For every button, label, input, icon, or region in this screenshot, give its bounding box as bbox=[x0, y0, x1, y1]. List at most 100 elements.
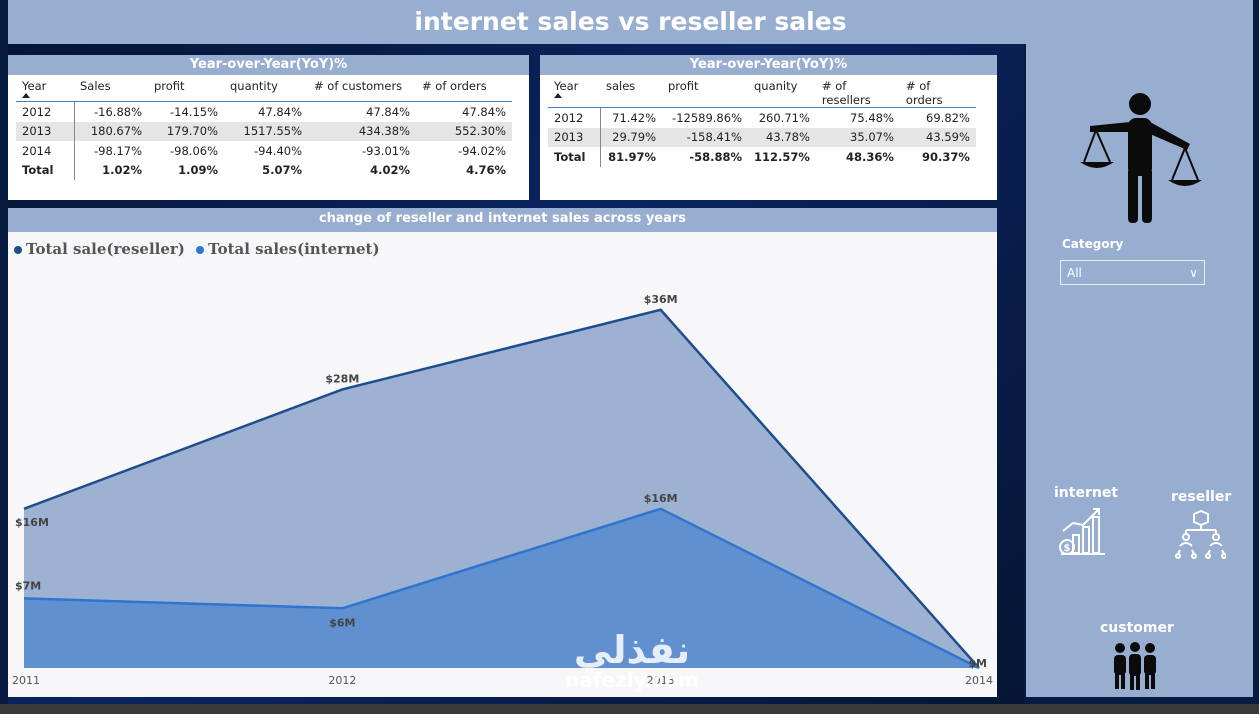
cell: Total bbox=[16, 160, 75, 180]
x-tick-label: 2014 bbox=[965, 674, 993, 687]
column-header-profit[interactable]: profit bbox=[148, 79, 224, 102]
legend-item-internet[interactable]: Total sales(internet) bbox=[196, 240, 380, 258]
cell: 71.42% bbox=[612, 110, 656, 125]
data-label: $7M bbox=[15, 579, 41, 592]
column-header-profit[interactable]: profit bbox=[662, 79, 748, 108]
table-row[interactable]: 2013 180.67% 179.70% 1517.55% 434.38% 55… bbox=[16, 121, 512, 141]
column-header-sales[interactable]: sales bbox=[600, 79, 662, 108]
chevron-down-icon: ∨ bbox=[1189, 266, 1198, 280]
cell: 2012 bbox=[16, 101, 75, 122]
legend-item-reseller[interactable]: Total sale(reseller) bbox=[14, 240, 185, 258]
growth-chart-money-icon[interactable]: $ bbox=[1057, 505, 1109, 557]
series-line-reseller[interactable] bbox=[23, 308, 980, 669]
cell: -98.17% bbox=[94, 143, 142, 158]
table-row[interactable]: 2014 -98.17% -98.06% -94.40% -93.01% -94… bbox=[16, 141, 512, 161]
bottom-strip bbox=[0, 704, 1259, 714]
area-chart[interactable]: $16M $28M $36M $7M $6M $16M $M 2011 2012 2013 2014 bbox=[8, 208, 997, 697]
reseller-label: reseller bbox=[1171, 489, 1232, 505]
cell: 29.79% bbox=[600, 127, 662, 147]
column-header-quantity[interactable]: quanity bbox=[748, 79, 816, 108]
customer-group-icon[interactable] bbox=[1112, 642, 1158, 690]
cell: 48.36% bbox=[846, 149, 894, 164]
x-tick-label: 2013 bbox=[647, 674, 675, 687]
cell: -93.01% bbox=[362, 143, 410, 158]
internet-yoy-table: Year Sales profit quantity # of customer… bbox=[16, 79, 512, 180]
chart-legend: Total sale(reseller) Total sales(interne… bbox=[14, 240, 386, 258]
cell: 552.30% bbox=[416, 121, 512, 141]
distribution-network-icon[interactable] bbox=[1174, 510, 1226, 560]
cell: 43.78% bbox=[748, 127, 816, 147]
category-filter-dropdown[interactable]: All ∨ bbox=[1060, 260, 1205, 285]
page-title: internet sales vs reseller sales bbox=[8, 0, 1253, 44]
series-line-internet[interactable] bbox=[23, 507, 980, 670]
legend-label-internet: Total sales(internet) bbox=[208, 240, 380, 258]
svg-text:$: $ bbox=[1064, 543, 1071, 554]
cell: 69.82% bbox=[926, 110, 970, 125]
cell: -158.41% bbox=[662, 127, 748, 147]
reseller-yoy-table: Year sales profit quanity # of resellers… bbox=[548, 79, 976, 167]
column-header-customers[interactable]: # of customers bbox=[308, 79, 416, 102]
x-tick-label: 2011 bbox=[12, 674, 40, 687]
column-header-sales[interactable]: Sales bbox=[74, 79, 148, 102]
cell: 2013 bbox=[548, 127, 601, 147]
table-row[interactable]: 2012 71.42% -12589.86% 260.71% 75.48% 69… bbox=[548, 107, 976, 128]
cell: 4.76% bbox=[466, 163, 506, 178]
area-fill-internet bbox=[24, 508, 979, 668]
sort-ascending-icon bbox=[554, 93, 562, 98]
cell: 179.70% bbox=[148, 121, 224, 141]
sort-ascending-icon bbox=[22, 93, 30, 98]
internet-label: internet bbox=[1054, 485, 1119, 501]
cell: -16.88% bbox=[94, 104, 142, 119]
cell: 180.67% bbox=[74, 121, 148, 141]
cell: 75.48% bbox=[850, 110, 894, 125]
watermark-latin: nafezly.com bbox=[565, 668, 699, 692]
reseller-yoy-table-title: Year-over-Year(YoY)% bbox=[540, 55, 997, 75]
cell: 43.59% bbox=[899, 127, 976, 147]
column-header-resellers[interactable]: # of resellers bbox=[815, 79, 900, 108]
cell: -94.02% bbox=[458, 143, 506, 158]
cell: 434.38% bbox=[308, 121, 416, 141]
data-label: $M bbox=[968, 657, 987, 670]
column-header-orders[interactable]: # of orders bbox=[416, 79, 512, 102]
cell: 2012 bbox=[548, 107, 601, 128]
legend-dot-reseller bbox=[14, 246, 22, 254]
data-label: $16M bbox=[15, 516, 49, 529]
cell: 90.37% bbox=[922, 149, 970, 164]
watermark: نفذلي nafezly.com bbox=[552, 630, 712, 690]
cell: 47.84% bbox=[462, 104, 506, 119]
category-filter-value: All bbox=[1067, 266, 1082, 280]
data-label: $28M bbox=[325, 372, 359, 385]
data-label: $16M bbox=[644, 492, 678, 505]
cell: 112.57% bbox=[754, 149, 810, 164]
cell: -58.88% bbox=[689, 149, 742, 164]
reseller-yoy-table-panel: Year-over-Year(YoY)% Year sales profit q… bbox=[540, 55, 997, 200]
watermark-arabic: نفذلي bbox=[573, 628, 691, 672]
cell: 81.97% bbox=[608, 149, 656, 164]
cell: 260.71% bbox=[758, 110, 810, 125]
x-tick-label: 2012 bbox=[328, 674, 356, 687]
legend-dot-internet bbox=[196, 246, 205, 254]
column-header-year[interactable]: Year bbox=[548, 79, 600, 108]
data-label: $36M bbox=[644, 293, 678, 306]
cell: 47.84% bbox=[366, 104, 410, 119]
cell: -12589.86% bbox=[672, 110, 742, 125]
table-row[interactable]: 2013 29.79% -158.41% 43.78% 35.07% 43.59… bbox=[548, 127, 976, 147]
table-total-row: Total 1.02% 1.09% 5.07% 4.02% 4.76% bbox=[16, 160, 512, 180]
cell: -98.06% bbox=[170, 143, 218, 158]
column-header-orders[interactable]: # of orders bbox=[899, 79, 976, 108]
internet-yoy-table-title: Year-over-Year(YoY)% bbox=[8, 55, 529, 75]
cell: 5.07% bbox=[262, 163, 302, 178]
column-header-year[interactable]: Year bbox=[16, 79, 74, 102]
customer-label: customer bbox=[1100, 620, 1174, 636]
category-filter-label: Category bbox=[1062, 237, 1124, 251]
table-header-row: Year sales profit quanity # of resellers… bbox=[548, 79, 976, 108]
cell: 4.02% bbox=[370, 163, 410, 178]
table-total-row: Total 81.97% -58.88% 112.57% 48.36% 90.3… bbox=[548, 147, 976, 167]
cell: 1.02% bbox=[102, 163, 142, 178]
column-header-quantity[interactable]: quantity bbox=[224, 79, 308, 102]
cell: 2013 bbox=[16, 121, 75, 141]
cell: 1517.55% bbox=[224, 121, 308, 141]
table-row[interactable]: 2012 -16.88% -14.15% 47.84% 47.84% 47.84… bbox=[16, 101, 512, 122]
cell: 1.09% bbox=[178, 163, 218, 178]
cell: -94.40% bbox=[254, 143, 302, 158]
